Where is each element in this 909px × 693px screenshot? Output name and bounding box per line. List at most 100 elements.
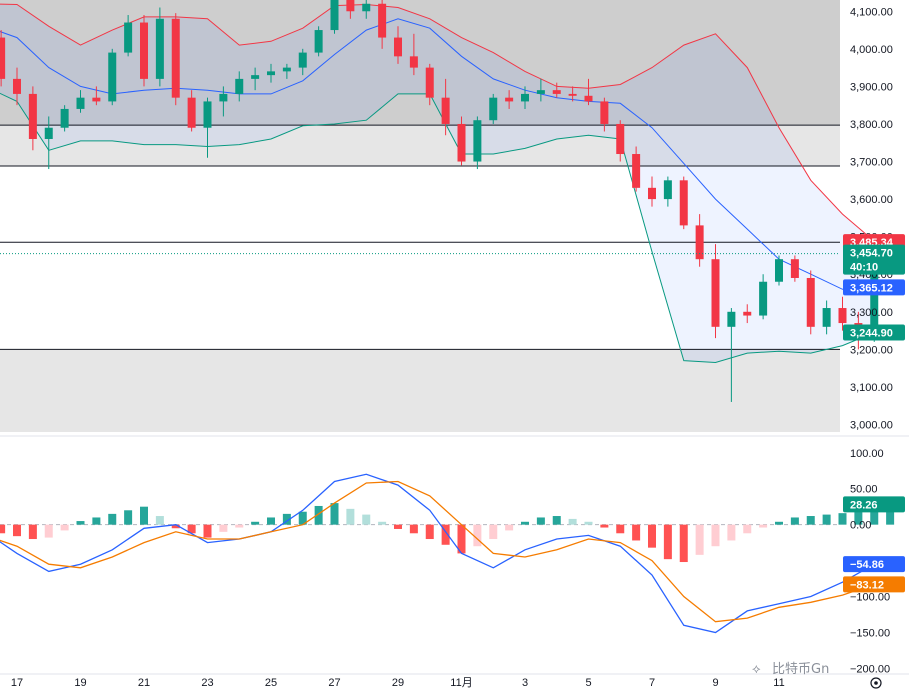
price-zone (0, 125, 840, 167)
x-tick-label: 21 (138, 677, 150, 689)
macd-histogram-bar (505, 524, 514, 531)
candle-body (505, 97, 514, 102)
candle-body (219, 93, 228, 102)
price-tag (843, 244, 905, 275)
candle-body (187, 97, 196, 128)
candle-body (521, 93, 529, 102)
candle-body (441, 97, 450, 124)
candle-body (171, 18, 180, 98)
candle-body (806, 277, 815, 327)
price-tick-label: 3,800.00 (850, 119, 893, 131)
macd-value-tag (843, 496, 905, 513)
macd-histogram-bar (759, 524, 768, 528)
price-tick-label: 3,200.00 (850, 344, 893, 356)
candle-body (28, 93, 37, 139)
macd-histogram-bar (0, 524, 6, 534)
macd-histogram-bar (235, 524, 244, 528)
macd-histogram-bar (346, 508, 355, 525)
x-tick-label: 27 (328, 677, 340, 689)
macd-line (0, 473, 875, 634)
macd-histogram-bar (155, 516, 164, 525)
macd-value-tag (843, 556, 905, 573)
candle-body (775, 259, 783, 282)
x-tick-label: 5 (585, 677, 591, 689)
macd-histogram-bar (457, 524, 466, 554)
candle-body (76, 97, 85, 109)
gear-icon-center (874, 681, 878, 685)
bollinger-fill (0, 4, 875, 363)
price-tag (843, 279, 905, 296)
macd-histogram-bar (267, 517, 275, 525)
macd-histogram-bar (187, 524, 196, 534)
macd-tick-label: −100.00 (850, 592, 890, 604)
macd-histogram-bar (76, 521, 85, 525)
candle-body (663, 180, 672, 200)
macd-histogram-bar (425, 524, 434, 540)
candle-body (727, 311, 736, 327)
price-tick-label: 3,600.00 (850, 194, 893, 206)
candle-body (155, 18, 164, 79)
macd-histogram-bar (108, 513, 117, 525)
macd-histogram-bar (568, 518, 577, 525)
macd-histogram-bar (775, 521, 783, 525)
macd-histogram-bar (92, 517, 101, 525)
share-icon: ⟡ (752, 662, 761, 677)
x-tick-label: 23 (201, 677, 213, 689)
macd-histogram-bar (441, 524, 450, 545)
candle-body (140, 22, 148, 79)
watermark: ⟡ 比特币Gn (752, 662, 829, 677)
candle-body (235, 78, 244, 94)
macd-histogram-bar (663, 524, 672, 560)
macd-histogram-bar (854, 510, 863, 525)
candle-body (790, 259, 799, 278)
macd-tick-label: −200.00 (850, 663, 890, 675)
price-tick-label: 3,900.00 (850, 81, 893, 93)
macd-tick-label: 100.00 (850, 448, 884, 460)
x-tick-label: 25 (265, 677, 277, 689)
macd-histogram-bar (171, 524, 180, 529)
candle-body (60, 108, 69, 128)
macd-tick-label: 0.00 (850, 520, 871, 532)
macd-histogram-bar (251, 521, 260, 525)
macd-histogram-bar (60, 524, 69, 531)
macd-histogram-bar (886, 504, 895, 525)
macd-histogram-bar (473, 524, 482, 547)
price-tick-label: 3,000.00 (850, 419, 893, 431)
macd-histogram-bar (409, 524, 418, 534)
candle-body (394, 37, 402, 57)
gear-icon[interactable] (870, 677, 882, 689)
candle-body (632, 154, 641, 188)
candle-body (108, 52, 117, 102)
macd-value-tag (843, 576, 905, 593)
price-tag-label: 3,244.90 (850, 327, 893, 339)
macd-histogram-bar (44, 524, 53, 538)
macd-value-label: −54.86 (850, 559, 884, 571)
macd-histogram-bar (679, 524, 688, 563)
macd-histogram-bar (124, 510, 133, 525)
macd-histogram-bar (282, 513, 291, 525)
candle-body (92, 97, 101, 102)
candle-body (536, 90, 545, 94)
candle-body (298, 52, 307, 68)
candle-body (409, 56, 418, 68)
candle-body (473, 120, 482, 162)
candle-body (0, 37, 6, 79)
macd-histogram-bar (711, 524, 720, 547)
candle-body (251, 75, 260, 79)
candle-body (267, 71, 275, 76)
macd-histogram-bar (298, 511, 307, 525)
candle-body (648, 187, 656, 200)
macd-tick-label: −150.00 (850, 627, 890, 639)
macd-histogram-bar (219, 524, 228, 532)
macd-histogram-bar (536, 517, 545, 525)
macd-histogram-bar (616, 524, 625, 534)
x-tick-label: 7 (649, 677, 655, 689)
macd-histogram-bar (13, 524, 21, 537)
macd-histogram-bar (203, 524, 212, 538)
price-tag-label: 3,454.70 (850, 248, 893, 260)
signal-line (0, 480, 875, 623)
price-tick-label: 3,100.00 (850, 382, 893, 394)
bollinger-upper-line (0, 3, 875, 242)
